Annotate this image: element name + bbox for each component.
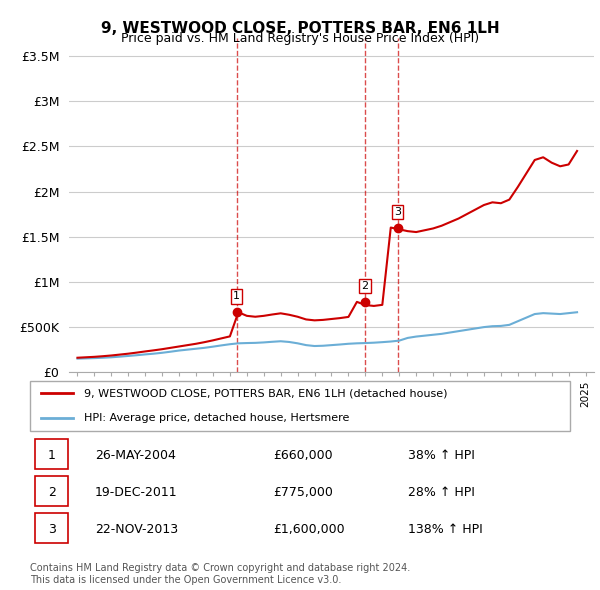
Text: 1: 1 [47, 448, 56, 461]
Text: 38% ↑ HPI: 38% ↑ HPI [408, 448, 475, 461]
Text: 22-NOV-2013: 22-NOV-2013 [95, 523, 178, 536]
Text: 19-DEC-2011: 19-DEC-2011 [95, 486, 178, 499]
Text: 1: 1 [233, 291, 240, 301]
Text: 28% ↑ HPI: 28% ↑ HPI [408, 486, 475, 499]
Text: 138% ↑ HPI: 138% ↑ HPI [408, 523, 483, 536]
Text: 3: 3 [394, 206, 401, 217]
Text: 2: 2 [361, 281, 368, 291]
FancyBboxPatch shape [35, 440, 68, 468]
Text: This data is licensed under the Open Government Licence v3.0.: This data is licensed under the Open Gov… [30, 575, 341, 585]
Text: 3: 3 [47, 523, 56, 536]
Text: £660,000: £660,000 [273, 448, 332, 461]
FancyBboxPatch shape [30, 381, 570, 431]
Text: £1,600,000: £1,600,000 [273, 523, 344, 536]
Text: HPI: Average price, detached house, Hertsmere: HPI: Average price, detached house, Hert… [84, 413, 349, 423]
Text: 9, WESTWOOD CLOSE, POTTERS BAR, EN6 1LH (detached house): 9, WESTWOOD CLOSE, POTTERS BAR, EN6 1LH … [84, 388, 448, 398]
Text: £775,000: £775,000 [273, 486, 333, 499]
FancyBboxPatch shape [35, 476, 68, 506]
FancyBboxPatch shape [35, 513, 68, 543]
Text: 26-MAY-2004: 26-MAY-2004 [95, 448, 176, 461]
Text: Price paid vs. HM Land Registry's House Price Index (HPI): Price paid vs. HM Land Registry's House … [121, 32, 479, 45]
Text: 2: 2 [47, 486, 56, 499]
Text: 9, WESTWOOD CLOSE, POTTERS BAR, EN6 1LH: 9, WESTWOOD CLOSE, POTTERS BAR, EN6 1LH [101, 21, 499, 35]
Text: Contains HM Land Registry data © Crown copyright and database right 2024.: Contains HM Land Registry data © Crown c… [30, 563, 410, 573]
